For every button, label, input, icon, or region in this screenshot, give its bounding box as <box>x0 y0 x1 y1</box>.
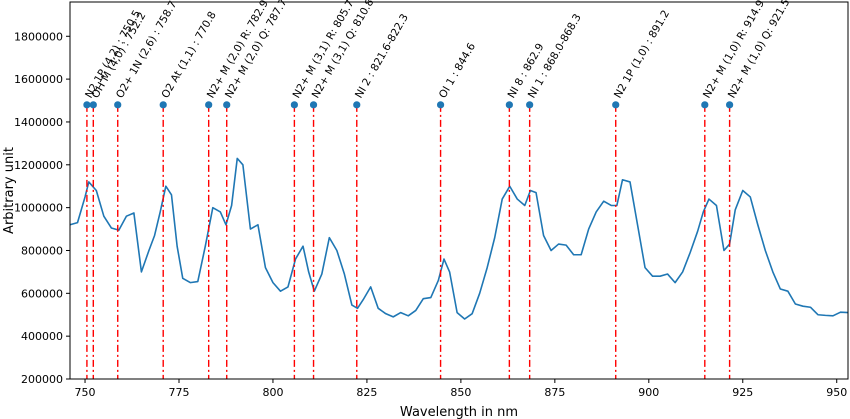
y-tick-label-8: 1800000 <box>14 30 63 43</box>
plot-frame <box>69 1 849 380</box>
annotation-label-12: N2 1P (1,0) : 891.2 <box>612 8 672 100</box>
annotation-label-9: OI 1 : 844.6 <box>437 41 478 101</box>
x-tick-label-5: 875 <box>544 386 565 399</box>
annotation-marker-2 <box>114 101 122 109</box>
x-tick-label-1: 775 <box>168 386 189 399</box>
x-tick-label-6: 900 <box>638 386 659 399</box>
y-tick-label-2: 600000 <box>21 287 63 300</box>
plot-area <box>69 157 849 320</box>
annotation-marker-9 <box>436 101 445 109</box>
annotation-marker-12 <box>612 101 620 109</box>
annotation-marker-4 <box>205 101 213 109</box>
y-tick-label-5: 1200000 <box>14 159 63 172</box>
annotation-marker-13 <box>701 101 709 109</box>
y-tick-label-3: 800000 <box>21 244 63 257</box>
x-tick-label-4: 850 <box>450 386 471 399</box>
y-tick-label-0: 200000 <box>21 373 63 386</box>
x-tick-label-8: 950 <box>826 386 847 399</box>
annotation-layer: N2 1P (4,2) : 750.5OH M (4,0) : 752.2O2+… <box>83 0 792 379</box>
annotation-marker-5 <box>223 101 231 109</box>
annotation-marker-10 <box>505 101 513 109</box>
annotation-marker-6 <box>290 101 298 109</box>
x-tick-label-3: 825 <box>356 386 377 399</box>
y-tick-label-6: 1400000 <box>14 116 63 129</box>
x-tick-label-7: 925 <box>732 386 753 399</box>
y-tick-label-7: 1600000 <box>14 73 63 86</box>
x-tick-label-2: 800 <box>262 386 283 399</box>
annotation-marker-1 <box>89 101 97 109</box>
annotation-marker-7 <box>309 101 318 109</box>
axes: 750 775 800 825 850 875 900 925 950 200000 400000 6… <box>14 1 849 399</box>
x-axis-label: Wavelength in nm <box>400 405 518 419</box>
x-tick-label-0: 750 <box>75 386 96 399</box>
annotation-marker-14 <box>726 101 734 109</box>
y-tick-label-1: 400000 <box>21 330 63 343</box>
y-axis-label: Arbitrary unit <box>2 147 17 234</box>
series-line-0 <box>69 157 849 320</box>
annotation-marker-0 <box>83 101 91 109</box>
annotation-marker-8 <box>353 101 361 109</box>
annotation-marker-3 <box>159 101 167 109</box>
y-tick-label-4: 1000000 <box>14 202 63 215</box>
annotation-marker-11 <box>526 101 534 109</box>
